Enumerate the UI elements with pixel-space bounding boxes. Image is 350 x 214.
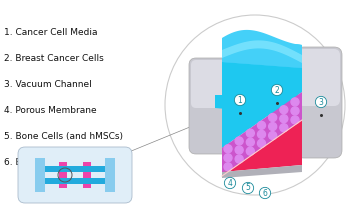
Circle shape (269, 114, 276, 122)
Circle shape (246, 138, 254, 146)
Text: 3. Vacuum Channel: 3. Vacuum Channel (4, 80, 92, 89)
Polygon shape (45, 178, 105, 184)
Text: 1. Cancer Cell Media: 1. Cancer Cell Media (4, 28, 98, 37)
Circle shape (246, 129, 254, 137)
Text: 6: 6 (262, 189, 267, 198)
Circle shape (258, 139, 266, 147)
Circle shape (291, 98, 299, 106)
FancyBboxPatch shape (191, 60, 227, 108)
FancyBboxPatch shape (298, 49, 340, 106)
Circle shape (235, 146, 243, 154)
Text: 5. Bone Cells (and hMSCs): 5. Bone Cells (and hMSCs) (4, 132, 123, 141)
Text: 2: 2 (275, 86, 279, 95)
Text: 3: 3 (318, 98, 323, 107)
Text: 1: 1 (238, 95, 242, 104)
Circle shape (235, 137, 243, 145)
Text: 4. Porous Membrane: 4. Porous Membrane (4, 106, 97, 115)
Circle shape (280, 124, 288, 132)
Polygon shape (83, 162, 91, 188)
Polygon shape (222, 38, 302, 72)
Polygon shape (222, 50, 302, 68)
Circle shape (224, 154, 232, 162)
FancyBboxPatch shape (189, 58, 229, 154)
Polygon shape (215, 65, 302, 115)
Text: 6. Bone Cell Media: 6. Bone Cell Media (4, 158, 89, 167)
FancyBboxPatch shape (296, 47, 342, 158)
Circle shape (291, 107, 299, 115)
Polygon shape (222, 38, 302, 68)
Circle shape (269, 132, 276, 140)
Circle shape (280, 106, 288, 114)
Polygon shape (222, 38, 302, 148)
Polygon shape (105, 158, 115, 192)
Polygon shape (222, 165, 302, 178)
Polygon shape (222, 120, 302, 176)
Polygon shape (222, 30, 302, 68)
Circle shape (224, 163, 232, 171)
Circle shape (269, 123, 276, 131)
Circle shape (291, 116, 299, 124)
Circle shape (235, 155, 243, 163)
Circle shape (258, 121, 266, 129)
Circle shape (224, 145, 232, 153)
Text: 2. Breast Cancer Cells: 2. Breast Cancer Cells (4, 54, 104, 63)
Circle shape (258, 130, 266, 138)
FancyBboxPatch shape (18, 147, 132, 203)
Polygon shape (45, 166, 105, 172)
Polygon shape (59, 162, 67, 188)
Circle shape (246, 147, 254, 155)
Polygon shape (35, 158, 45, 192)
Polygon shape (222, 92, 302, 176)
Text: 5: 5 (246, 183, 251, 193)
Polygon shape (222, 40, 302, 63)
Circle shape (280, 115, 288, 123)
Circle shape (165, 15, 345, 195)
Text: 4: 4 (228, 178, 232, 187)
